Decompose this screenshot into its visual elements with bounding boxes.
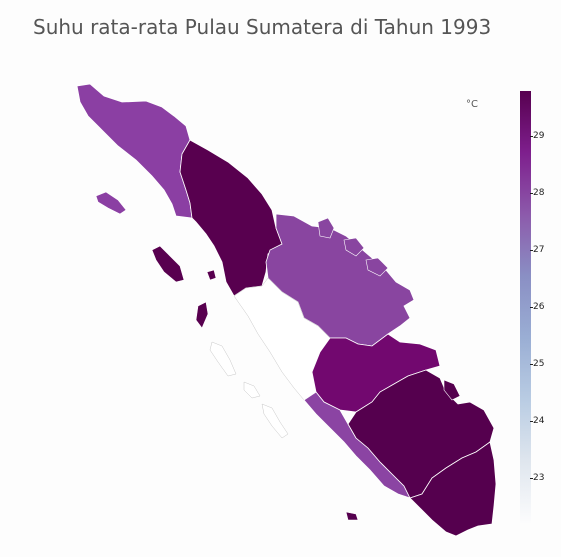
region-mentawai-3 xyxy=(261,403,289,439)
colorbar-gradient xyxy=(520,91,531,523)
colorbar-tick-label: 29 xyxy=(529,131,545,142)
region-simeulue xyxy=(95,191,127,215)
region-aceh xyxy=(76,83,193,219)
region-lampung xyxy=(409,441,497,537)
region-nias-small-2 xyxy=(206,269,217,281)
map-title: Suhu rata-rata Pulau Sumatera di Tahun 1… xyxy=(33,15,492,39)
region-bangka xyxy=(443,379,461,401)
colorbar-tick-label: 26 xyxy=(529,302,545,312)
region-mentawai-2 xyxy=(243,381,261,399)
colorbar: 23 24 25 26 27 28 29 xyxy=(520,91,560,523)
colorbar-tick-label: 25 xyxy=(529,358,545,369)
colorbar-tick-label: 27 xyxy=(529,245,545,256)
legend-unit: °C xyxy=(466,99,478,110)
region-sumatera-utara xyxy=(179,139,283,297)
colorbar-tick-label: 23 xyxy=(529,472,545,483)
region-nias xyxy=(151,245,185,283)
colorbar-tick-label: 28 xyxy=(529,188,545,199)
region-riau-island-2 xyxy=(343,237,365,257)
region-riau-island-1 xyxy=(317,217,335,239)
colorbar-tick-label: 24 xyxy=(529,415,545,426)
region-nias-small-1 xyxy=(195,301,209,329)
region-riau-island-3 xyxy=(365,257,389,277)
region-lampung-island xyxy=(345,511,359,521)
region-mentawai-1 xyxy=(209,341,237,377)
